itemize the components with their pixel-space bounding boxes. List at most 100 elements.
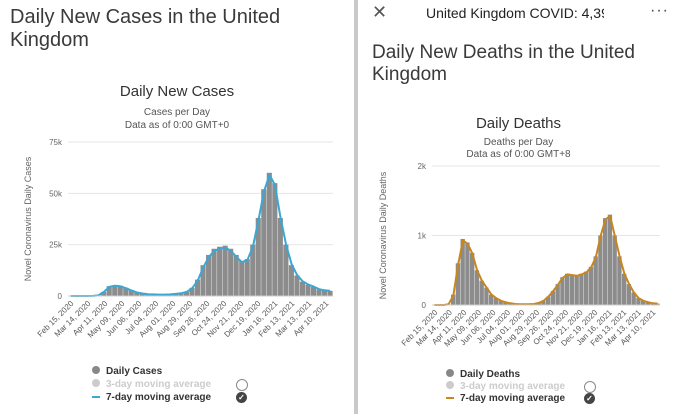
legend-item-3-day-average[interactable]: 3-day moving average — [92, 379, 248, 391]
moving-average-line — [434, 215, 658, 306]
y-tick-label: 1k — [418, 232, 427, 241]
daily-bar — [294, 275, 300, 296]
y-tick-label: 50k — [49, 189, 63, 198]
legend-label: Daily Deaths — [460, 369, 521, 380]
toggle-off-icon[interactable] — [236, 379, 248, 391]
daily-bar — [305, 284, 311, 296]
daily-bar — [106, 286, 112, 296]
daily-bar — [101, 291, 107, 296]
bar-marker-icon — [446, 369, 454, 377]
daily-bar — [194, 279, 201, 296]
daily-bar — [283, 244, 289, 296]
close-icon[interactable]: ✕ — [372, 2, 388, 22]
legend-item-7-day-average[interactable]: 7-day moving average ✓ — [446, 393, 595, 404]
daily-bar — [217, 246, 223, 296]
daily-bar — [574, 275, 579, 305]
daily-bar — [631, 292, 636, 305]
line-marker-icon — [446, 397, 454, 400]
daily-bar — [593, 256, 598, 305]
daily-bar — [598, 235, 603, 305]
daily-bar — [178, 293, 184, 296]
daily-bar — [474, 270, 480, 305]
y-axis-label: Novel Coronavirus Daily Deaths — [378, 171, 388, 299]
daily-bar — [560, 277, 565, 305]
daily-bar — [211, 248, 217, 296]
page-title: Daily New Cases in the United Kingdom — [10, 6, 281, 51]
daily-bar — [541, 300, 546, 305]
panel-divider — [354, 0, 358, 414]
daily-bar — [134, 292, 140, 296]
cases-panel: Daily New Cases in the United Kingdom Da… — [10, 6, 333, 403]
daily-bar — [455, 263, 461, 305]
chart-data-timestamp: Data as of 0:00 GMT+8 — [466, 149, 571, 160]
daily-bar — [123, 287, 129, 296]
legend-item-7-day-average[interactable]: 7-day moving average ✓ — [92, 392, 247, 403]
daily-bar — [244, 259, 250, 296]
toggle-on-icon[interactable]: ✓ — [584, 393, 595, 404]
daily-bar — [272, 183, 278, 296]
daily-bar — [222, 245, 228, 296]
daily-bar — [299, 281, 305, 296]
legend-item-daily-deaths[interactable]: Daily Deaths — [446, 369, 520, 380]
daily-bar — [112, 285, 118, 296]
legend-label: 7-day moving average — [460, 393, 566, 404]
daily-bar — [607, 214, 613, 305]
daily-bar — [636, 298, 641, 305]
daily-bar — [172, 293, 179, 296]
y-tick-label: 0 — [58, 292, 63, 301]
line-marker-icon — [92, 379, 100, 387]
daily-bar — [617, 256, 622, 305]
daily-bar — [569, 275, 575, 305]
daily-bar — [584, 271, 589, 305]
moving-average-line — [70, 173, 331, 297]
deaths-panel: ✕ United Kingdom COVID: 4,395,7 ··· Dail… — [358, 0, 679, 414]
daily-bar — [233, 254, 239, 296]
daily-bar — [612, 235, 617, 305]
y-tick-label: 75k — [49, 138, 63, 147]
top-bar: ✕ United Kingdom COVID: 4,395,7 ··· — [358, 0, 679, 28]
legend-label: 7-day moving average — [106, 392, 212, 403]
legend-label: Daily Cases — [106, 366, 163, 377]
daily-bar — [603, 218, 608, 305]
line-marker-icon — [92, 396, 100, 399]
daily-bar — [288, 265, 294, 296]
y-axis-label: Novel Coronavirus Daily Cases — [23, 156, 33, 281]
chart-subtitle: Cases per Day — [143, 107, 211, 118]
daily-bar — [565, 273, 570, 305]
daily-bar — [139, 293, 145, 296]
daily-bar — [550, 291, 556, 305]
daily-bar — [484, 287, 489, 305]
daily-bar — [489, 294, 494, 305]
legend-item-3-day-average[interactable]: 3-day moving average — [446, 381, 596, 393]
daily-bar — [310, 286, 317, 296]
page-title: Daily New Deaths in the United Kingdom — [372, 42, 635, 85]
daily-bar — [239, 261, 245, 296]
chart-data-timestamp: Data as of 0:00 GMT+0 — [124, 120, 230, 131]
daily-bar — [460, 238, 465, 305]
y-tick-label: 0 — [422, 301, 427, 310]
daily-bar — [255, 217, 261, 296]
line-marker-icon — [446, 381, 454, 389]
chart-subtitle: Deaths per Day — [483, 137, 554, 148]
daily-bar — [588, 266, 594, 305]
daily-bar — [266, 172, 272, 296]
daily-bar — [626, 284, 632, 305]
daily-bar — [128, 290, 134, 296]
daily-bar — [250, 244, 256, 296]
daily-bar — [470, 252, 475, 305]
legend-item-daily-cases[interactable]: Daily Cases — [92, 366, 162, 377]
daily-bar — [189, 287, 195, 296]
toggle-on-icon[interactable]: ✓ — [236, 392, 247, 403]
legend-label: 3-day moving average — [106, 379, 212, 390]
daily-bar — [641, 300, 646, 305]
daily-bar — [493, 298, 499, 305]
daily-bar — [498, 300, 503, 305]
chart-title: Daily New Cases — [119, 83, 235, 100]
more-icon[interactable]: ··· — [650, 2, 669, 19]
daily-bar — [546, 296, 551, 305]
toggle-off-icon[interactable] — [584, 381, 596, 393]
daily-bar — [117, 285, 123, 296]
daily-bar — [327, 290, 333, 296]
